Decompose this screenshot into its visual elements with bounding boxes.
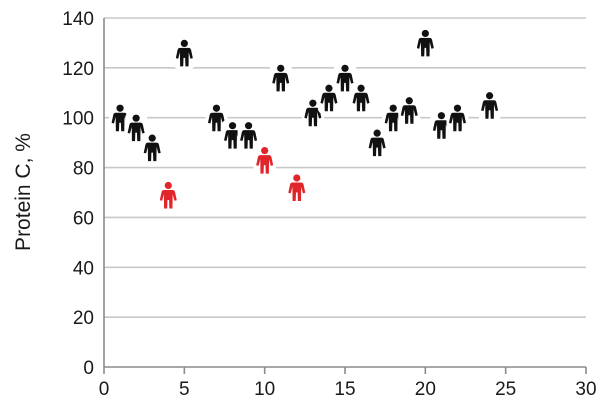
x-tick-label: 0 [99, 379, 110, 400]
x-tick-label: 15 [334, 379, 355, 400]
y-tick-label: 100 [62, 109, 94, 130]
x-tick-label: 10 [254, 379, 275, 400]
person-icon [414, 27, 437, 59]
y-tick-label: 40 [73, 258, 94, 279]
x-tick-label: 25 [495, 379, 516, 400]
y-tick-label: 80 [73, 159, 94, 180]
y-axis-title: Protein C, % [12, 133, 35, 251]
person-icon [237, 120, 260, 152]
person-icon [253, 145, 276, 177]
person-icon [398, 95, 421, 127]
tick-labels: 0 20 40 60 80 100 120 140 0 5 10 15 20 25 30 [62, 9, 596, 400]
person-icon [157, 179, 180, 211]
person-icon [382, 102, 405, 134]
x-tick-label: 30 [575, 379, 596, 400]
person-icon [446, 102, 469, 134]
x-tick-label: 20 [415, 379, 436, 400]
y-tick-label: 120 [62, 59, 94, 80]
person-icon [141, 132, 164, 164]
axes [103, 18, 587, 374]
person-icon [269, 62, 292, 94]
person-icon [478, 90, 501, 122]
person-icon [366, 127, 389, 159]
y-tick-label: 60 [73, 208, 94, 229]
y-tick-label: 0 [83, 358, 94, 379]
y-tick-label: 140 [62, 9, 94, 30]
y-tick-label: 20 [73, 308, 94, 329]
person-icon [350, 82, 373, 114]
x-tick-label: 5 [179, 379, 190, 400]
person-icon [285, 172, 308, 204]
person-icon [173, 37, 196, 69]
data-points [109, 27, 501, 211]
